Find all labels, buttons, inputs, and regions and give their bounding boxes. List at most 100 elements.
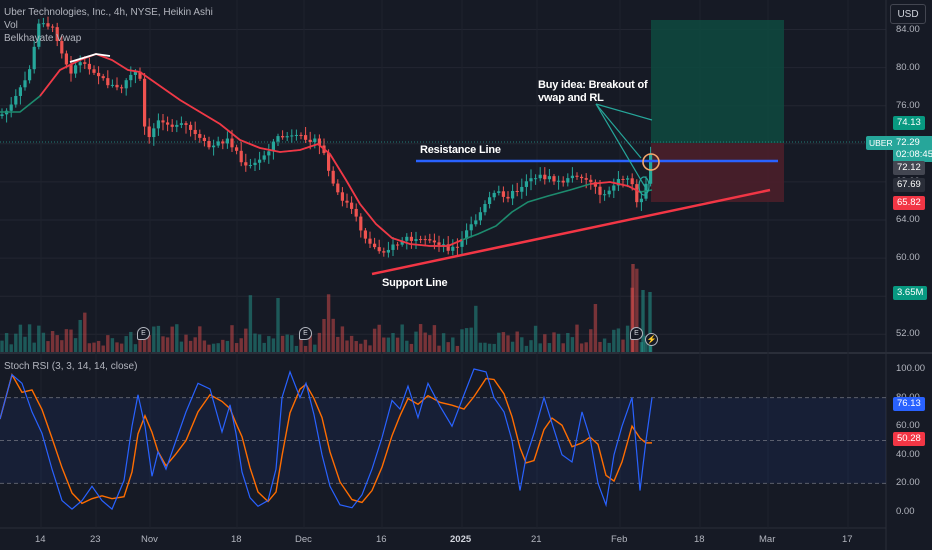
stoch-rsi-pane — [0, 368, 886, 511]
volume-bar — [73, 338, 78, 352]
candle-body — [147, 126, 151, 138]
volume-bar — [133, 344, 138, 352]
volume-bar — [32, 342, 36, 352]
support-label[interactable]: Support Line — [382, 277, 448, 289]
candle-body — [423, 239, 427, 241]
earnings-icon[interactable]: E — [630, 327, 643, 340]
candle-body — [69, 64, 73, 74]
trend-drawings[interactable] — [371, 103, 778, 276]
volume-bar — [635, 268, 639, 352]
candle-body — [74, 65, 78, 74]
last-price-tag: 72.29 02:08:45 — [893, 136, 932, 162]
volume-bar — [234, 343, 239, 352]
candle-body — [580, 176, 584, 179]
volume-bar — [14, 333, 18, 352]
candle-body — [239, 150, 243, 163]
candle-body — [189, 124, 193, 130]
split-event-icon[interactable]: ⚡ — [645, 333, 658, 346]
currency-button[interactable]: USD — [890, 4, 926, 24]
price-tick: 84.00 — [896, 23, 920, 35]
last-price: 72.29 — [896, 137, 920, 148]
volume-bar — [455, 345, 460, 352]
candle-body — [396, 244, 400, 246]
volume-bar — [641, 290, 645, 352]
volume-bar — [625, 325, 630, 352]
volume-bar — [368, 345, 372, 352]
volume-bar — [156, 325, 161, 352]
volume-bar — [147, 335, 151, 352]
candle-body — [570, 175, 574, 179]
symbol-legend[interactable]: Uber Technologies, Inc., 4h, NYSE, Heiki… — [4, 6, 213, 45]
candle-body — [469, 224, 473, 231]
candle-body — [216, 141, 220, 146]
volume-bar — [239, 338, 243, 352]
vwap-legend[interactable]: Belkhayate Vwap — [4, 33, 82, 44]
candle-body — [212, 145, 216, 148]
price-tick: 76.00 — [896, 99, 920, 111]
volume-bar — [276, 298, 280, 352]
candle-body — [626, 178, 630, 180]
candle-body — [23, 80, 27, 88]
stoch-k-line — [0, 368, 653, 511]
buy-idea-note[interactable]: Buy idea: Breakout of vwap and RL — [538, 79, 648, 105]
candle-body — [51, 26, 55, 28]
time-tick: 14 — [35, 534, 46, 545]
candle-body — [575, 175, 579, 177]
volume-bar — [129, 331, 133, 352]
volume-bar — [414, 331, 418, 352]
candle-body — [446, 244, 450, 251]
candle-body — [340, 192, 344, 201]
volume-bar — [464, 328, 469, 352]
volume-bar — [451, 337, 455, 352]
idea-arrow — [595, 103, 642, 159]
volume-bar — [184, 334, 188, 352]
rsi-tick: 0.00 — [896, 506, 915, 517]
candle-body — [520, 186, 524, 192]
candle-body — [350, 202, 354, 209]
candle-body — [120, 87, 124, 89]
candle-body — [501, 191, 505, 197]
candle-body — [253, 162, 257, 166]
resistance-label[interactable]: Resistance Line — [420, 144, 501, 156]
price-tick: 80.00 — [896, 61, 920, 73]
position-zones[interactable] — [0, 20, 886, 202]
candle-body — [64, 53, 68, 65]
volume-bar — [446, 342, 450, 352]
volume-bar — [4, 333, 9, 352]
candle-body — [382, 251, 386, 253]
take-profit-tag: 74.13 — [893, 116, 925, 130]
candle-body — [478, 212, 482, 221]
candle-body — [92, 69, 96, 73]
volume-bar — [257, 334, 262, 352]
volume-bar — [575, 324, 579, 352]
volume-bar — [262, 342, 266, 352]
volume-bar — [78, 319, 82, 352]
candle-body — [262, 155, 266, 160]
ticker-tag: UBER — [866, 136, 896, 150]
volume-bar — [432, 325, 437, 352]
volume-bar — [336, 336, 340, 352]
earnings-icon[interactable]: E — [299, 327, 312, 340]
volume-bar — [207, 344, 211, 352]
volume-bar — [538, 343, 542, 352]
rsi-tick: 60.00 — [896, 420, 920, 432]
stoch-d-line — [0, 372, 652, 505]
candle-body — [515, 190, 519, 192]
volume-bar — [400, 324, 404, 352]
candle-body — [557, 180, 561, 182]
candle-body — [101, 76, 105, 79]
rsi-legend[interactable]: Stoch RSI (3, 3, 14, 14, close) — [4, 361, 138, 372]
vol-legend[interactable]: Vol — [4, 20, 18, 31]
volume-bar — [598, 341, 602, 352]
candle-body — [409, 236, 413, 241]
earnings-icon[interactable]: E — [137, 327, 150, 340]
candle-body — [166, 122, 170, 125]
candle-body — [290, 135, 294, 137]
candle-body — [37, 23, 41, 47]
volume-bar — [271, 338, 276, 352]
volume-bar — [142, 334, 147, 352]
volume-bar — [487, 343, 492, 352]
candles — [0, 16, 653, 258]
candle-body — [0, 114, 4, 116]
